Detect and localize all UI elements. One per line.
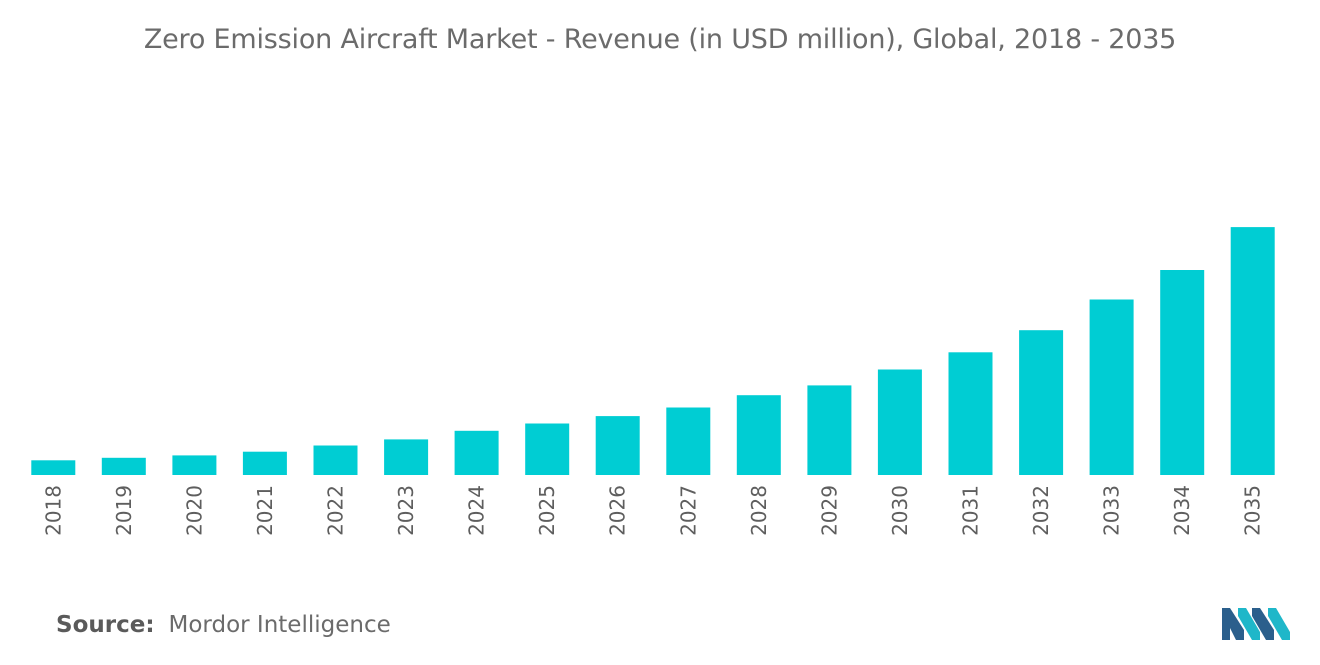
x-tick-label-2031: 2031 (959, 485, 983, 536)
bar-2033 (1089, 299, 1134, 475)
bar-2021 (242, 451, 287, 475)
bar-2020 (172, 455, 217, 475)
bar-2027 (666, 407, 711, 475)
x-tick-labels-group: 2018 2019 2020 2021 2022 2023 2024 2025 2026 2027… (41, 485, 1264, 536)
x-tick-label-2026: 2026 (606, 485, 630, 536)
x-tick-label-2023: 2023 (394, 485, 418, 536)
x-tick-label-2034: 2034 (1170, 485, 1194, 536)
source-value: Mordor Intelligence (168, 612, 391, 638)
x-tick-label-2021: 2021 (253, 485, 277, 536)
bar-2032 (1019, 330, 1064, 475)
x-tick-label-2019: 2019 (112, 485, 136, 536)
bar-2030 (877, 369, 922, 475)
bar-chart: 2018 2019 2020 2021 2022 2023 2024 2025 2026 2027… (31, 227, 1275, 536)
x-tick-label-2018: 2018 (41, 485, 65, 536)
x-tick-label-2020: 2020 (182, 485, 206, 536)
x-tick-label-2033: 2033 (1100, 485, 1124, 536)
x-tick-label-2029: 2029 (817, 485, 841, 536)
bar-2034 (1160, 270, 1205, 475)
x-tick-label-2028: 2028 (747, 485, 771, 536)
x-tick-label-2027: 2027 (676, 485, 700, 536)
x-tick-label-2022: 2022 (324, 485, 348, 536)
bar-2029 (807, 385, 852, 475)
source-line: Source: Mordor Intelligence (56, 612, 391, 638)
bar-2018 (31, 460, 76, 475)
bar-2022 (313, 445, 358, 475)
bar-2023 (384, 439, 429, 475)
bar-2024 (454, 430, 499, 475)
bar-2025 (525, 423, 570, 475)
x-tick-label-2025: 2025 (535, 485, 559, 536)
x-tick-label-2032: 2032 (1029, 485, 1053, 536)
x-tick-label-2035: 2035 (1241, 485, 1265, 536)
x-tick-label-2024: 2024 (465, 485, 489, 536)
source-label: Source: (56, 612, 155, 638)
bar-2031 (948, 352, 993, 475)
mordor-intelligence-logo-icon (1222, 608, 1290, 640)
bar-2028 (736, 395, 781, 475)
bar-2026 (595, 416, 640, 475)
bars-group (31, 227, 1275, 475)
x-tick-label-2030: 2030 (888, 485, 912, 536)
chart-title: Zero Emission Aircraft Market - Revenue … (143, 24, 1177, 55)
bar-2019 (101, 457, 146, 475)
bar-2035 (1230, 227, 1275, 475)
